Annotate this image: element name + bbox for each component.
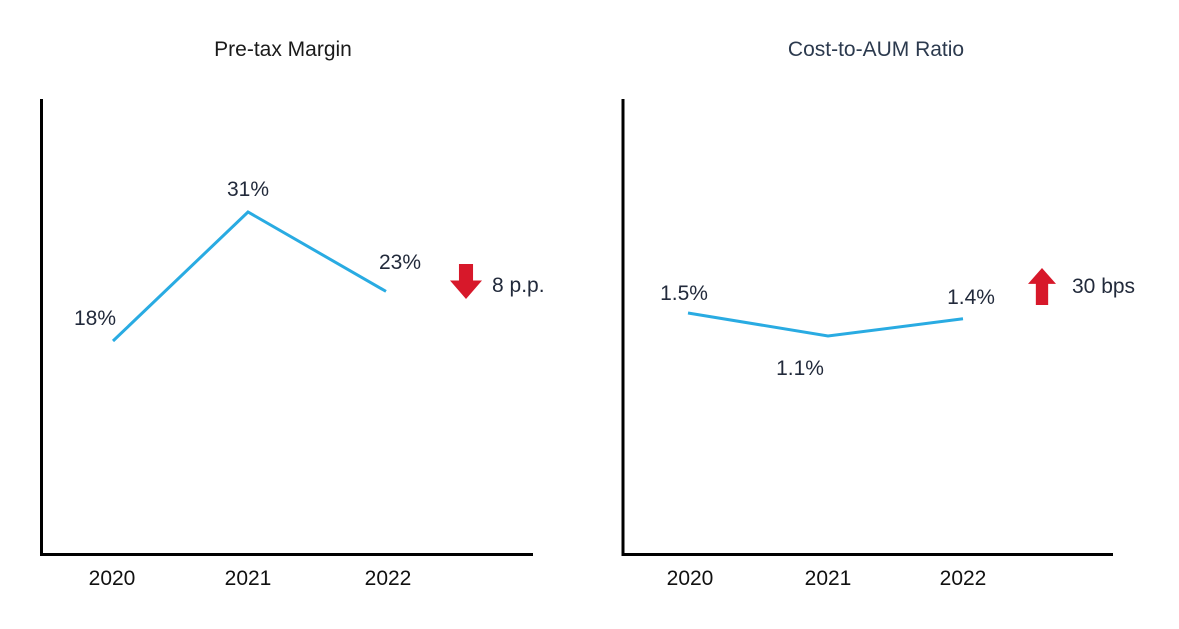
x-axis-tick-label: 2020: [88, 567, 136, 590]
arrow-down-icon: [450, 264, 482, 299]
data-label: 1.5%: [660, 282, 708, 305]
data-label: 18%: [73, 307, 117, 330]
x-axis-tick-label: 2021: [224, 567, 272, 590]
x-axis-tick-label: 2022: [939, 567, 987, 590]
x-axis-tick-label: 2021: [804, 567, 852, 590]
data-label: 1.1%: [776, 357, 824, 380]
series-line: [111, 210, 387, 343]
left-chart-title: Pre-tax Margin: [214, 38, 352, 61]
arrow-up-icon: [1028, 268, 1056, 305]
x-axis-tick-label: 2020: [666, 567, 714, 590]
x-axis-tick-label: 2022: [364, 567, 412, 590]
annotation-label-right: 30 bps: [1072, 275, 1136, 298]
series-line: [687, 311, 964, 338]
annotation-label-left: 8 p.p.: [492, 274, 545, 297]
data-label: 1.4%: [947, 286, 995, 309]
right-chart-title: Cost-to-AUM Ratio: [787, 38, 965, 61]
data-label: 23%: [378, 251, 422, 274]
data-label: 31%: [226, 178, 270, 201]
